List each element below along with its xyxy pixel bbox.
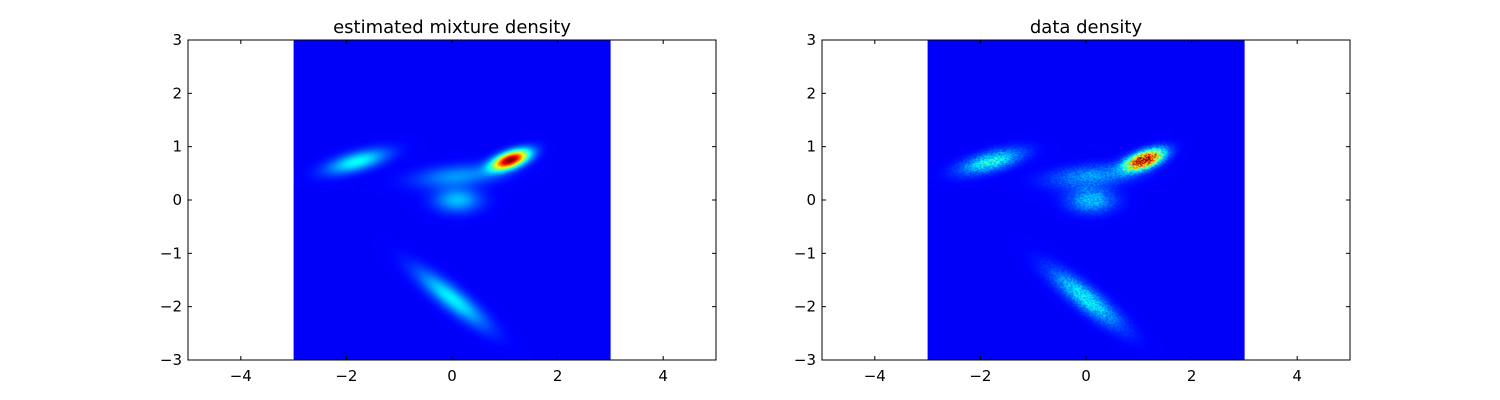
density-heatmap	[927, 40, 1245, 360]
x-tick-label: 0	[447, 367, 457, 385]
y-tick-label: 0	[172, 191, 182, 209]
x-tick-label: 2	[1187, 367, 1197, 385]
chart-panel-data: data density −4 −2 0 2 4 −3 −2 −1 0 1 2 3	[794, 17, 1351, 385]
y-tick-label: 2	[806, 84, 816, 102]
x-tick-label: 0	[1081, 367, 1091, 385]
y-tick-label: −1	[794, 244, 816, 262]
y-tick-label: −2	[794, 298, 816, 316]
x-tick-label: 2	[553, 367, 563, 385]
y-tick-label: −1	[160, 244, 182, 262]
y-tick-label: 3	[806, 31, 816, 49]
density-heatmap	[293, 40, 611, 360]
y-tick-label: 3	[172, 31, 182, 49]
y-tick-label: 2	[172, 84, 182, 102]
y-tick-label: 1	[806, 138, 816, 156]
chart-panel-mixture: estimated mixture density −4 −2 0 2 4 −3 −2 −1 0…	[160, 17, 717, 385]
x-tick-label: −2	[335, 367, 357, 385]
x-tick-label: 4	[658, 367, 668, 385]
x-tick-label: −4	[230, 367, 252, 385]
y-tick-label: −3	[794, 351, 816, 369]
y-tick-label: 0	[806, 191, 816, 209]
x-tick-label: −2	[969, 367, 991, 385]
y-tick-label: −3	[160, 351, 182, 369]
y-tick-label: 1	[172, 138, 182, 156]
x-tick-label: 4	[1292, 367, 1302, 385]
x-tick-label: −4	[864, 367, 886, 385]
chart-title: estimated mixture density	[333, 17, 571, 38]
y-tick-label: −2	[160, 298, 182, 316]
chart-title: data density	[1030, 17, 1143, 38]
